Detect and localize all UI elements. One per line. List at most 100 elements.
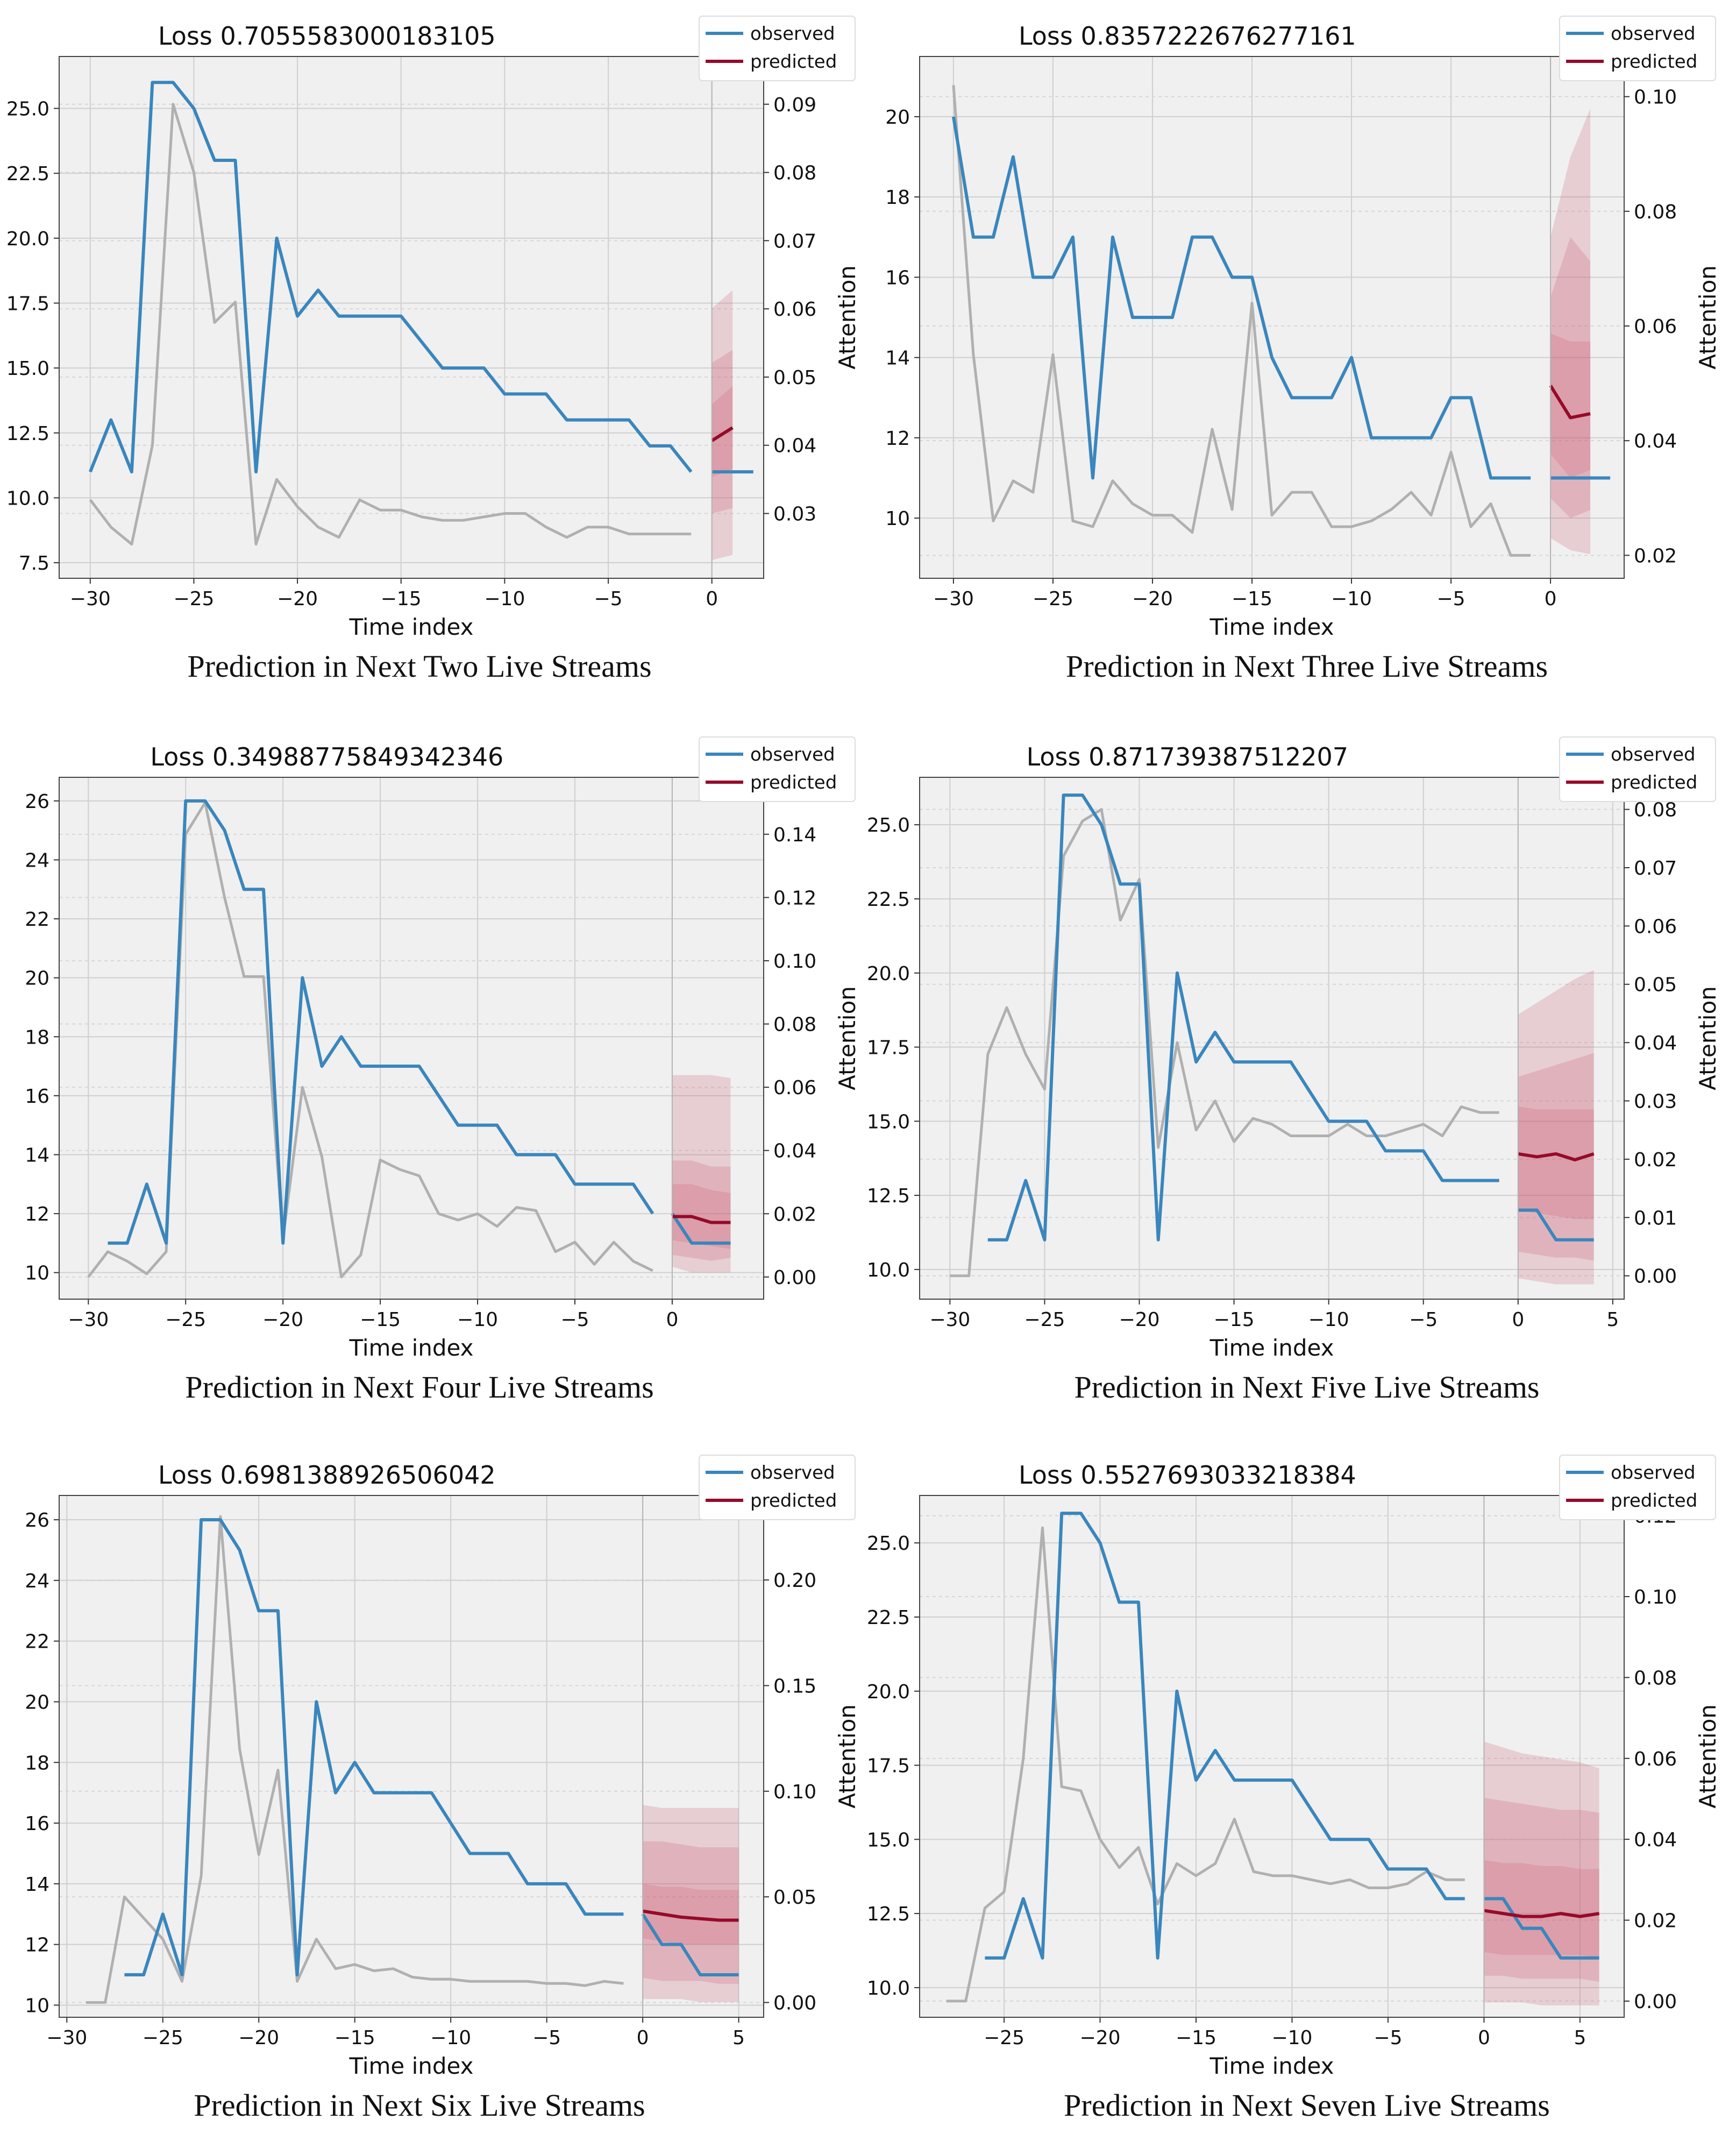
legend-observed-label: observed — [750, 23, 835, 45]
y-tick-label: 12.5 — [6, 423, 49, 445]
chart-4: −30 −25 −20 −15 −10 −5 0 5 10.0 12.5 15.0 17.5 20.0 2… — [867, 736, 1721, 1361]
prediction-band-2 — [1484, 1798, 1599, 1982]
caption-chart-1: Prediction in Next Two Live Streams — [187, 649, 652, 684]
x-tick-label: −25 — [1024, 1309, 1065, 1331]
prediction-band-3 — [1550, 333, 1591, 478]
x-tick-label: −20 — [277, 588, 318, 610]
right-axis-label: Attention — [834, 265, 860, 370]
y-tick-label: 7.5 — [19, 552, 49, 575]
observed-line — [89, 81, 693, 474]
right-tick-label: 0.05 — [773, 1887, 816, 1909]
y-tick-label: 17.5 — [867, 1037, 910, 1059]
attention-line — [86, 1515, 624, 2004]
x-tick-label: −20 — [1132, 588, 1173, 610]
y-tick-label: 17.5 — [6, 293, 49, 315]
y-tick-label: 20.0 — [6, 228, 49, 250]
x-tick-label: −30 — [68, 1309, 109, 1331]
y-tick-label: 10.0 — [867, 1977, 910, 2000]
predicted-line — [642, 1909, 739, 1922]
x-axis-label: Time index — [348, 1335, 473, 1361]
right-tick-label: 0.00 — [1634, 1266, 1677, 1288]
attention-line — [952, 85, 1531, 557]
right-tick-label: 0.00 — [773, 1267, 816, 1289]
y-tick-label: 12 — [25, 1934, 49, 1956]
prediction-band-3 — [1484, 1860, 1599, 1958]
chart-2: −30 −25 −20 −15 −10 −5 0 10 12 14 16 18 20 0.02 0.04 0.… — [885, 16, 1721, 640]
x-tick-label: −25 — [173, 588, 214, 610]
x-tick-label: −10 — [1271, 2027, 1312, 2049]
predicted-line — [711, 426, 734, 442]
caption-chart-4: Prediction in Next Five Live Streams — [1074, 1370, 1540, 1405]
y-tick-label: 24 — [25, 1570, 49, 1592]
legend-observed-label: observed — [1611, 23, 1696, 45]
y-tick-label: 22.5 — [6, 163, 49, 185]
right-tick-label: 0.06 — [773, 1077, 816, 1099]
y-tick-label: 16 — [25, 1813, 49, 1835]
observed-future-line — [641, 1913, 739, 1977]
observed-future-line — [671, 1213, 731, 1245]
legend-observed-label: observed — [750, 744, 835, 765]
caption-chart-2: Prediction in Next Three Live Streams — [1065, 649, 1548, 684]
x-tick-label: 0 — [666, 1309, 678, 1331]
right-tick-label: 0.02 — [1634, 545, 1677, 567]
x-tick-label: −10 — [484, 588, 525, 610]
y-tick-label: 15.0 — [867, 1111, 910, 1133]
legend-predicted-label: predicted — [1611, 1490, 1697, 1512]
right-tick-label: 0.02 — [1634, 1910, 1677, 1932]
legend-predicted-label: predicted — [750, 1490, 837, 1512]
x-tick-label: 0 — [1512, 1309, 1524, 1331]
right-tick-label: 0.08 — [1634, 799, 1677, 821]
x-tick-label: −25 — [165, 1309, 206, 1331]
predicted-line — [1518, 1152, 1595, 1161]
y-tick-label: 10 — [25, 1263, 49, 1285]
chart-title: Loss 0.6981388926506042 — [158, 1461, 496, 1490]
x-tick-label: −20 — [1080, 2027, 1121, 2049]
x-tick-label: −15 — [381, 588, 422, 610]
x-tick-label: 5 — [1606, 1309, 1619, 1331]
x-tick-label: −20 — [1119, 1309, 1160, 1331]
x-tick-label: −5 — [1437, 588, 1465, 610]
right-tick-label: 0.01 — [1634, 1207, 1677, 1229]
y-tick-label: 26 — [25, 1509, 49, 1532]
legend-observed-label: observed — [1611, 1462, 1696, 1484]
y-tick-label: 15.0 — [867, 1829, 910, 1851]
prediction-band-3 — [1518, 1106, 1594, 1220]
predicted-line — [672, 1215, 731, 1224]
y-tick-label: 20.0 — [867, 1681, 910, 1703]
right-axis-label: Attention — [834, 986, 860, 1090]
x-tick-label: −5 — [594, 588, 622, 610]
plot-frame — [59, 1495, 764, 2018]
chart-title: Loss 0.5527693033218384 — [1019, 1461, 1356, 1490]
observed-line — [951, 116, 1531, 480]
attention-line — [89, 103, 692, 546]
x-tick-label: 0 — [1545, 588, 1557, 610]
x-tick-label: −15 — [360, 1309, 401, 1331]
plot-frame — [59, 777, 764, 1300]
legend-predicted-label: predicted — [1611, 51, 1697, 73]
x-axis-label: Time index — [348, 614, 473, 640]
chart-title: Loss 0.34988775849342346 — [150, 742, 503, 771]
plot-area — [920, 56, 1624, 578]
right-tick-label: 0.02 — [773, 1203, 816, 1225]
y-tick-label: 20 — [25, 1691, 49, 1713]
chart-6: −25 −20 −15 −10 −5 0 5 10.0 12.5 15.0 17.5 20.0 22.5… — [867, 1455, 1721, 2079]
y-tick-label: 22.5 — [867, 1607, 910, 1629]
right-tick-label: 0.04 — [1634, 430, 1677, 452]
chart-1: −30 −25 −20 −15 −10 −5 0 7.5 10.0 12.5 15.0 17.5 20.… — [6, 16, 860, 640]
x-tick-label: −25 — [143, 2027, 183, 2049]
y-tick-label: 26 — [25, 791, 49, 813]
x-tick-label: −15 — [1176, 2027, 1216, 2049]
x-tick-label: −5 — [1409, 1309, 1438, 1331]
y-tick-label: 14 — [25, 1144, 49, 1166]
x-tick-label: −5 — [1374, 2027, 1402, 2049]
attention-line — [946, 1526, 1465, 2003]
y-tick-label: 12 — [25, 1203, 49, 1225]
right-tick-label: 0.03 — [1634, 1091, 1677, 1113]
plot-area — [59, 56, 764, 578]
prediction-band-2 — [1550, 237, 1591, 519]
y-tick-label: 12.5 — [867, 1185, 910, 1207]
y-tick-label: 18 — [885, 187, 910, 209]
y-tick-label: 12.5 — [867, 1903, 910, 1925]
x-tick-label: 5 — [1574, 2027, 1586, 2049]
y-tick-label: 20 — [25, 968, 49, 990]
